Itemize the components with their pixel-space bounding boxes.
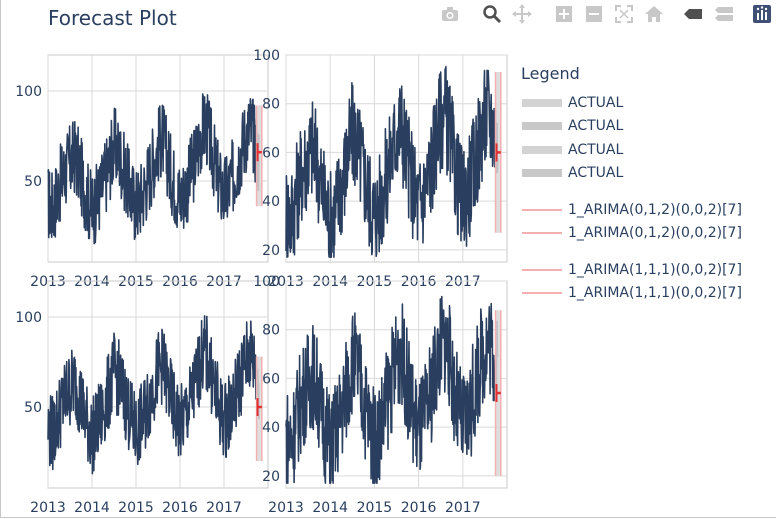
chart-title: Forecast Plot: [48, 6, 177, 30]
x-tick-label: 2016: [162, 500, 198, 516]
hover-closest-icon[interactable]: [683, 4, 703, 24]
y-tick-label: 60: [262, 145, 280, 161]
y-tick-label: 50: [24, 174, 42, 190]
y-tick-label: 20: [262, 469, 280, 485]
x-tick-label: 2014: [312, 500, 348, 516]
legend-band-swatch: [522, 99, 562, 107]
y-tick-label: 50: [24, 400, 42, 416]
x-tick-label: 2015: [357, 500, 393, 516]
legend-title: Legend: [521, 64, 580, 83]
x-tick-label: 2014: [74, 500, 110, 516]
legend-label: 1_ARIMA(0,1,2)(0,0,2)[7]: [568, 202, 742, 218]
camera-icon[interactable]: [440, 4, 460, 24]
legend-band-swatch: [522, 169, 562, 177]
y-tick-label: 40: [262, 420, 280, 436]
y-tick-label: 40: [262, 194, 280, 210]
legend-label: ACTUAL: [568, 118, 624, 134]
legend-line-swatch: [522, 269, 562, 271]
subplot: 50 100 2013 2014 2015 2016 2017: [15, 280, 269, 516]
forecast-interval-band: [256, 356, 262, 461]
y-tick-label: 100: [253, 48, 280, 64]
y-tick-label: 80: [262, 323, 280, 339]
legend-band-swatch: [522, 146, 562, 154]
actual-series-line: [47, 315, 260, 475]
pan-icon[interactable]: [512, 4, 532, 24]
autoscale-icon[interactable]: [614, 4, 634, 24]
legend-line-swatch: [522, 232, 562, 234]
y-tick-label: 100: [253, 274, 280, 290]
x-tick-label: 2013: [30, 500, 66, 516]
plotly-logo-icon[interactable]: [752, 4, 772, 24]
actual-series-line: [47, 93, 260, 245]
hover-compare-icon[interactable]: [714, 4, 734, 24]
legend-line-swatch: [522, 292, 562, 294]
x-tick-label: 2017: [206, 500, 242, 516]
y-tick-label: 20: [262, 243, 280, 259]
legend-label: 1_ARIMA(1,1,1)(0,0,2)[7]: [568, 262, 742, 278]
legend-label: ACTUAL: [568, 165, 624, 181]
actual-series-line: [285, 295, 499, 484]
home-icon[interactable]: [644, 4, 664, 24]
zoom-icon[interactable]: [482, 4, 502, 24]
legend-label: 1_ARIMA(0,1,2)(0,0,2)[7]: [568, 225, 742, 241]
x-tick-label: 2017: [445, 500, 481, 516]
y-tick-label: 60: [262, 371, 280, 387]
legend-line-swatch: [522, 209, 562, 211]
y-tick-label: 100: [15, 310, 42, 326]
legend-label: ACTUAL: [568, 142, 624, 158]
x-tick-label: 2016: [401, 500, 437, 516]
x-tick-label: 2015: [118, 500, 154, 516]
zoom-out-icon[interactable]: [584, 4, 604, 24]
y-tick-label: 80: [262, 97, 280, 113]
y-tick-label: 100: [15, 84, 42, 100]
forecast-interval-band: [256, 105, 262, 207]
subplot: 20 40 60 80 100 2013 2014 2015 2016 2017: [253, 274, 508, 516]
legend-band-swatch: [522, 122, 562, 130]
x-tick-label: 2013: [268, 500, 304, 516]
legend-label: ACTUAL: [568, 95, 624, 111]
zoom-in-icon[interactable]: [554, 4, 574, 24]
actual-series-line: [285, 65, 499, 258]
legend-label: 1_ARIMA(1,1,1)(0,0,2)[7]: [568, 285, 742, 301]
